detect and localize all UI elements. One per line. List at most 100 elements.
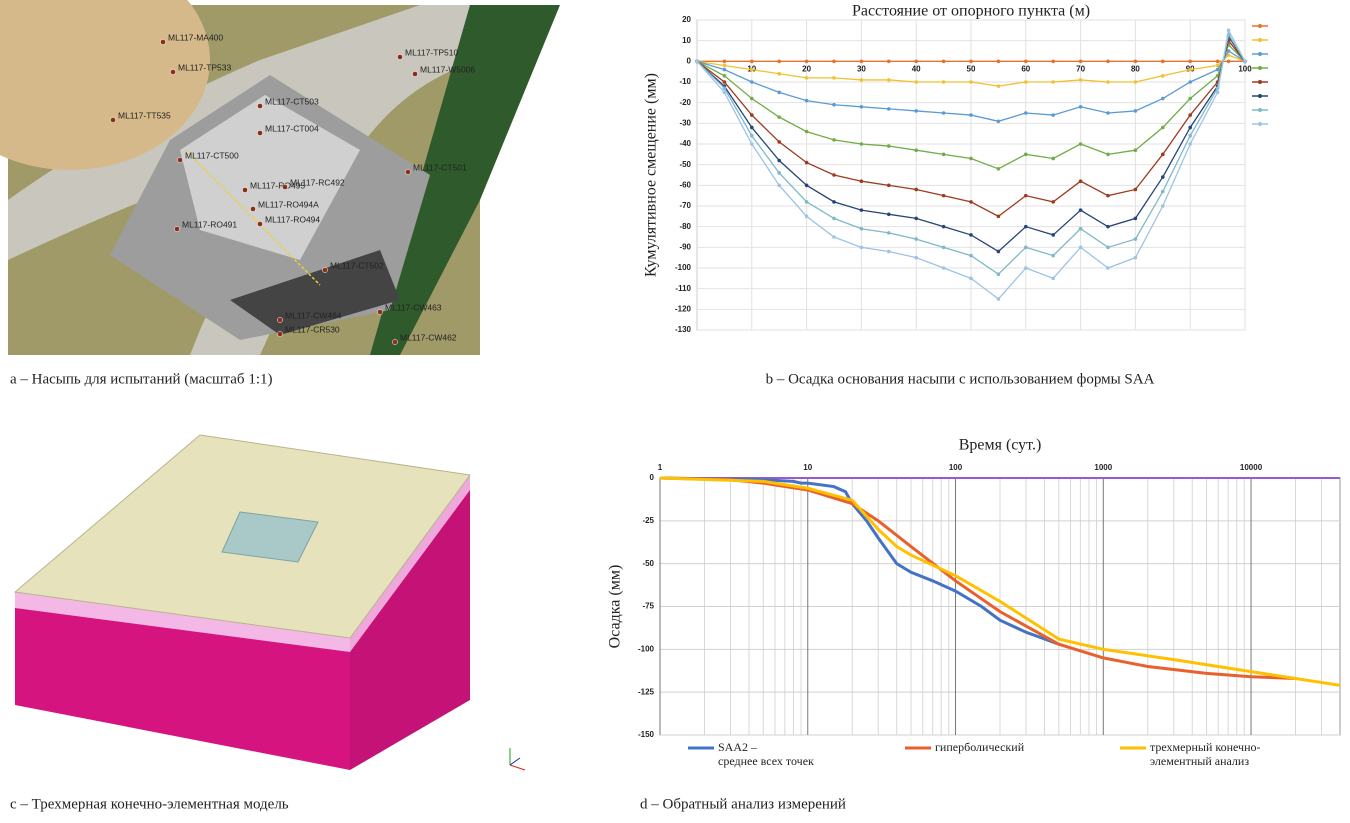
data-point	[1188, 68, 1192, 72]
data-point	[914, 256, 918, 260]
marker	[257, 103, 262, 108]
data-point	[832, 76, 836, 80]
marker	[412, 71, 417, 76]
data-point	[1134, 148, 1138, 152]
marker	[277, 317, 282, 322]
y-tick-label: -130	[675, 325, 692, 334]
data-point	[832, 235, 836, 239]
fe-model	[15, 435, 525, 770]
map-label: ML117-CR530	[285, 324, 340, 334]
map-label: ML117-MA400	[168, 32, 223, 42]
data-point	[1024, 266, 1028, 270]
data-point	[1106, 194, 1110, 198]
legend-swatch	[1258, 52, 1262, 56]
data-point	[1079, 105, 1083, 109]
data-point	[1106, 153, 1110, 157]
legend-swatch	[1258, 80, 1262, 84]
data-point	[1106, 80, 1110, 84]
y-tick-label: 20	[682, 15, 691, 24]
marker	[257, 130, 262, 135]
y-tick-label: -125	[638, 687, 655, 696]
data-point	[1134, 60, 1138, 64]
marker	[177, 157, 182, 162]
marker	[397, 54, 402, 59]
y-tick-label: -120	[675, 304, 692, 313]
data-point	[750, 113, 754, 117]
data-point	[1227, 60, 1231, 64]
data-point	[914, 217, 918, 221]
data-point	[969, 60, 973, 64]
data-point	[887, 231, 891, 235]
data-point	[832, 173, 836, 177]
data-point	[1051, 254, 1055, 258]
data-point	[1051, 277, 1055, 281]
data-point	[969, 233, 973, 237]
data-point	[777, 140, 781, 144]
data-point	[832, 138, 836, 142]
y-tick-label: -60	[679, 180, 691, 189]
data-point	[805, 60, 809, 64]
data-point	[914, 188, 918, 192]
data-point	[805, 215, 809, 219]
data-point	[1188, 126, 1192, 130]
data-point	[1227, 29, 1231, 33]
data-point	[723, 74, 727, 78]
data-point	[997, 250, 1001, 254]
data-point	[1079, 60, 1083, 64]
data-point	[860, 246, 864, 250]
data-point	[1161, 126, 1165, 130]
data-point	[1188, 113, 1192, 117]
map-label: ML117-RC492	[290, 177, 345, 187]
marker	[170, 69, 175, 74]
data-point	[723, 91, 727, 95]
data-point	[1024, 194, 1028, 198]
data-point	[723, 80, 727, 84]
data-point	[777, 184, 781, 188]
data-point	[860, 78, 864, 82]
map-label: ML117-CT503	[265, 96, 319, 106]
x-tick-label: 60	[1021, 64, 1030, 73]
data-point	[1051, 113, 1055, 117]
data-point	[777, 115, 781, 119]
data-point	[1188, 80, 1192, 84]
data-point	[832, 60, 836, 64]
y-tick-label: 10	[682, 36, 691, 45]
map-label: ML117-CW464	[285, 310, 342, 320]
data-point	[887, 107, 891, 111]
data-point	[1079, 227, 1083, 231]
data-point	[1024, 80, 1028, 84]
data-point	[997, 215, 1001, 219]
data-point	[969, 80, 973, 84]
marker	[257, 221, 262, 226]
map-label: ML117-RO491	[182, 219, 237, 229]
x-axis-title: Расстояние от опорного пункта (м)	[852, 3, 1090, 20]
x-tick-label: 100	[949, 463, 963, 472]
data-point	[777, 72, 781, 76]
caption: d – Обратный анализ измерений	[640, 796, 846, 812]
x-tick-label: 10000	[1240, 463, 1263, 472]
y-tick-label: -100	[675, 263, 692, 272]
x-tick-label: 1	[658, 463, 663, 472]
legend-swatch	[1258, 94, 1262, 98]
data-point	[723, 68, 727, 72]
map-label: ML117-TP510	[405, 47, 459, 57]
data-point	[997, 167, 1001, 171]
data-point	[805, 184, 809, 188]
y-tick-label: -150	[638, 730, 655, 739]
data-point	[969, 254, 973, 258]
data-point	[1051, 80, 1055, 84]
data-point	[1161, 190, 1165, 194]
data-point	[969, 200, 973, 204]
caption: c – Трехмерная конечно-элементная модель	[10, 796, 289, 812]
marker	[377, 309, 382, 314]
data-point	[777, 171, 781, 175]
data-point	[914, 148, 918, 152]
x-tick-label: 80	[1131, 64, 1140, 73]
x-tick-label: 10	[803, 463, 812, 472]
marker	[405, 169, 410, 174]
map-label: ML117-TT535	[118, 110, 171, 120]
data-point	[750, 68, 754, 72]
y-tick-label: -25	[642, 516, 654, 525]
map-label: ML117-CT004	[265, 123, 319, 133]
legend-swatch	[1258, 24, 1262, 28]
